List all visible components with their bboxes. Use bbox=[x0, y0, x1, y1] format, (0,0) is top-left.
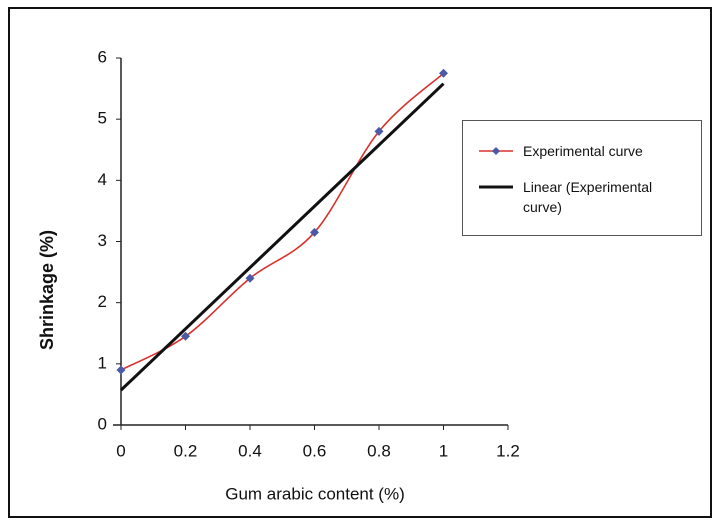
data-point bbox=[181, 331, 190, 341]
y-tick-label: 0 bbox=[98, 414, 107, 433]
y-tick-label: 4 bbox=[98, 170, 107, 189]
legend: Experimental curve Linear (Experimental c… bbox=[462, 120, 702, 236]
frame bbox=[8, 7, 712, 518]
data-point bbox=[310, 227, 319, 237]
legend-label: Linear (Experimental curve) bbox=[523, 179, 653, 215]
x-tick-label: 0.8 bbox=[367, 441, 391, 460]
legend-entry: Linear (Experimental curve) bbox=[477, 177, 683, 217]
legend-marker bbox=[492, 147, 500, 155]
x-tick-label: 0 bbox=[116, 441, 125, 460]
x-tick-label: 1 bbox=[439, 441, 448, 460]
x-tick-label: 0.2 bbox=[174, 441, 198, 460]
data-point bbox=[116, 365, 126, 375]
legend-label: Experimental curve bbox=[523, 143, 643, 159]
y-tick-label: 5 bbox=[98, 109, 107, 128]
legend-swatch bbox=[479, 185, 513, 189]
series-line bbox=[119, 82, 445, 392]
y-tick-label: 3 bbox=[98, 231, 107, 250]
y-tick-label: 6 bbox=[98, 47, 107, 66]
y-tick-label: 1 bbox=[98, 353, 107, 372]
x-axis-title: Gum arabic content (%) bbox=[225, 484, 405, 503]
series-line bbox=[120, 72, 445, 371]
y-tick-label: 2 bbox=[98, 292, 107, 311]
x-tick-label: 0.6 bbox=[303, 441, 327, 460]
legend-entry: Experimental curve bbox=[477, 141, 683, 161]
data-point bbox=[439, 68, 448, 78]
data-point bbox=[245, 273, 255, 283]
y-axis-title: Shrinkage (%) bbox=[37, 230, 57, 350]
data-point bbox=[374, 126, 384, 136]
x-tick-label: 0.4 bbox=[238, 441, 262, 460]
x-tick-label: 1.2 bbox=[496, 441, 520, 460]
legend-swatch bbox=[479, 147, 513, 155]
